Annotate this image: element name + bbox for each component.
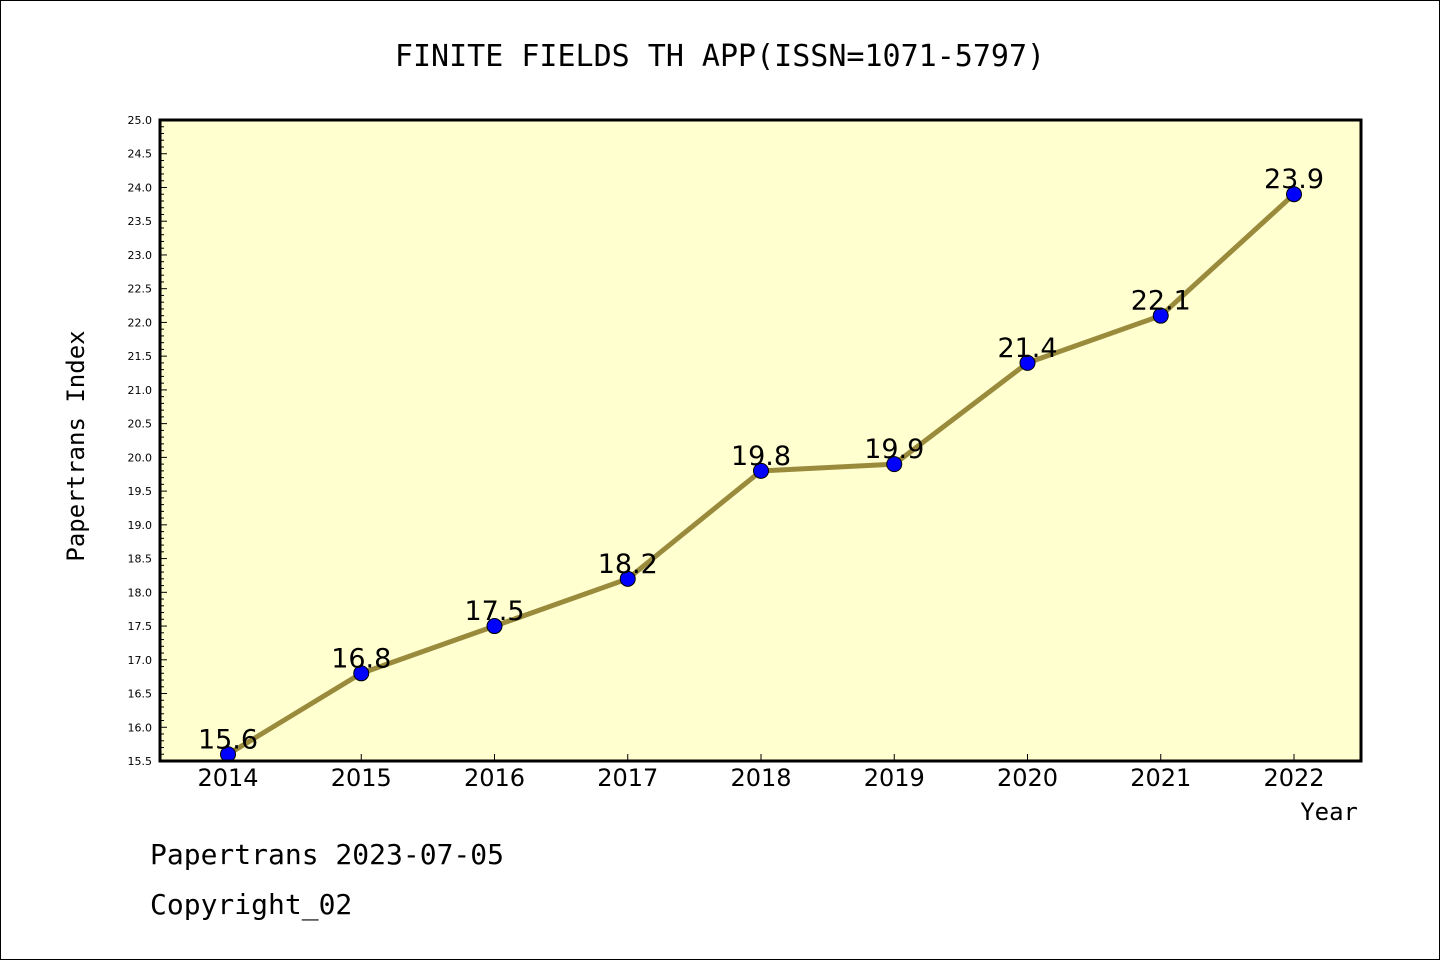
x-tick-label: 2014 bbox=[197, 764, 258, 792]
footer-line-2: Copyright_02 bbox=[150, 888, 352, 922]
x-tick-label: 2020 bbox=[997, 764, 1058, 792]
data-point bbox=[1152, 307, 1169, 324]
x-axis-label: Year bbox=[1300, 798, 1358, 826]
data-point bbox=[886, 456, 903, 473]
data-label: 18.2 bbox=[598, 549, 658, 580]
x-tick-label: 2015 bbox=[331, 764, 392, 792]
data-label: 22.1 bbox=[1131, 286, 1191, 317]
data-point bbox=[353, 665, 370, 682]
y-tick-label: 23.0 bbox=[128, 249, 153, 262]
data-label: 15.6 bbox=[198, 724, 258, 755]
y-tick-label: 21.0 bbox=[128, 384, 153, 397]
y-axis: 15.5 16.0 16.5 17.0 17.5 18.0 18.5 19.0 19.5 20.0… bbox=[128, 114, 167, 768]
data-label: 19.9 bbox=[864, 434, 924, 465]
y-tick-label: 24.5 bbox=[128, 148, 153, 161]
plot-area bbox=[160, 120, 1361, 761]
data-label: 19.8 bbox=[731, 441, 791, 472]
x-tick-label: 2017 bbox=[597, 764, 658, 792]
x-tick-label: 2022 bbox=[1263, 764, 1324, 792]
y-tick-label: 22.0 bbox=[128, 316, 153, 329]
data-point bbox=[486, 618, 503, 635]
y-tick-label: 24.0 bbox=[128, 181, 153, 194]
data-point bbox=[753, 462, 769, 479]
y-tick-label: 21.5 bbox=[128, 350, 153, 363]
data-point bbox=[619, 570, 636, 587]
data-label: 21.4 bbox=[997, 333, 1057, 364]
footer-line-1: Papertrans 2023-07-05 bbox=[150, 838, 504, 871]
x-tick-label: 2021 bbox=[1130, 764, 1191, 792]
y-tick-label: 23.5 bbox=[128, 215, 153, 228]
plot-border bbox=[158, 118, 1363, 763]
y-tick-label: 18.0 bbox=[128, 586, 153, 599]
data-point bbox=[1286, 186, 1302, 203]
data-labels: 15.6 16.8 17.5 18.2 19.8 19.9 21.4 22.1 23.9 bbox=[198, 164, 1324, 755]
data-markers bbox=[220, 186, 1302, 763]
x-tick-label: 2016 bbox=[464, 764, 525, 792]
y-tick-label: 17.5 bbox=[128, 620, 153, 633]
y-tick-label: 25.0 bbox=[128, 114, 153, 127]
y-axis-label: Papertrans Index bbox=[62, 330, 90, 561]
data-label: 16.8 bbox=[331, 643, 391, 674]
y-tick-label: 20.5 bbox=[128, 418, 153, 431]
chart-title: FINITE FIELDS TH APP(ISSN=1071-5797) bbox=[395, 39, 1045, 74]
y-tick-label: 19.5 bbox=[128, 485, 153, 498]
y-tick-label: 16.5 bbox=[128, 688, 153, 701]
y-tick-label: 22.5 bbox=[128, 283, 153, 296]
y-tick-label: 18.5 bbox=[128, 553, 153, 566]
y-tick-label: 15.5 bbox=[128, 755, 153, 768]
x-tick-label: 2018 bbox=[730, 764, 791, 792]
data-label: 23.9 bbox=[1264, 164, 1324, 195]
x-axis: 2014 2015 2016 2017 2018 2019 2020 2021 2022 bbox=[197, 754, 1325, 792]
data-label: 17.5 bbox=[464, 596, 524, 627]
y-tick-label: 17.0 bbox=[128, 654, 153, 667]
y-tick-label: 16.0 bbox=[128, 721, 153, 734]
y-tick-label: 19.0 bbox=[128, 519, 153, 532]
y-tick-label: 20.0 bbox=[128, 451, 153, 464]
x-tick-label: 2019 bbox=[864, 764, 925, 792]
data-point bbox=[1019, 354, 1036, 371]
